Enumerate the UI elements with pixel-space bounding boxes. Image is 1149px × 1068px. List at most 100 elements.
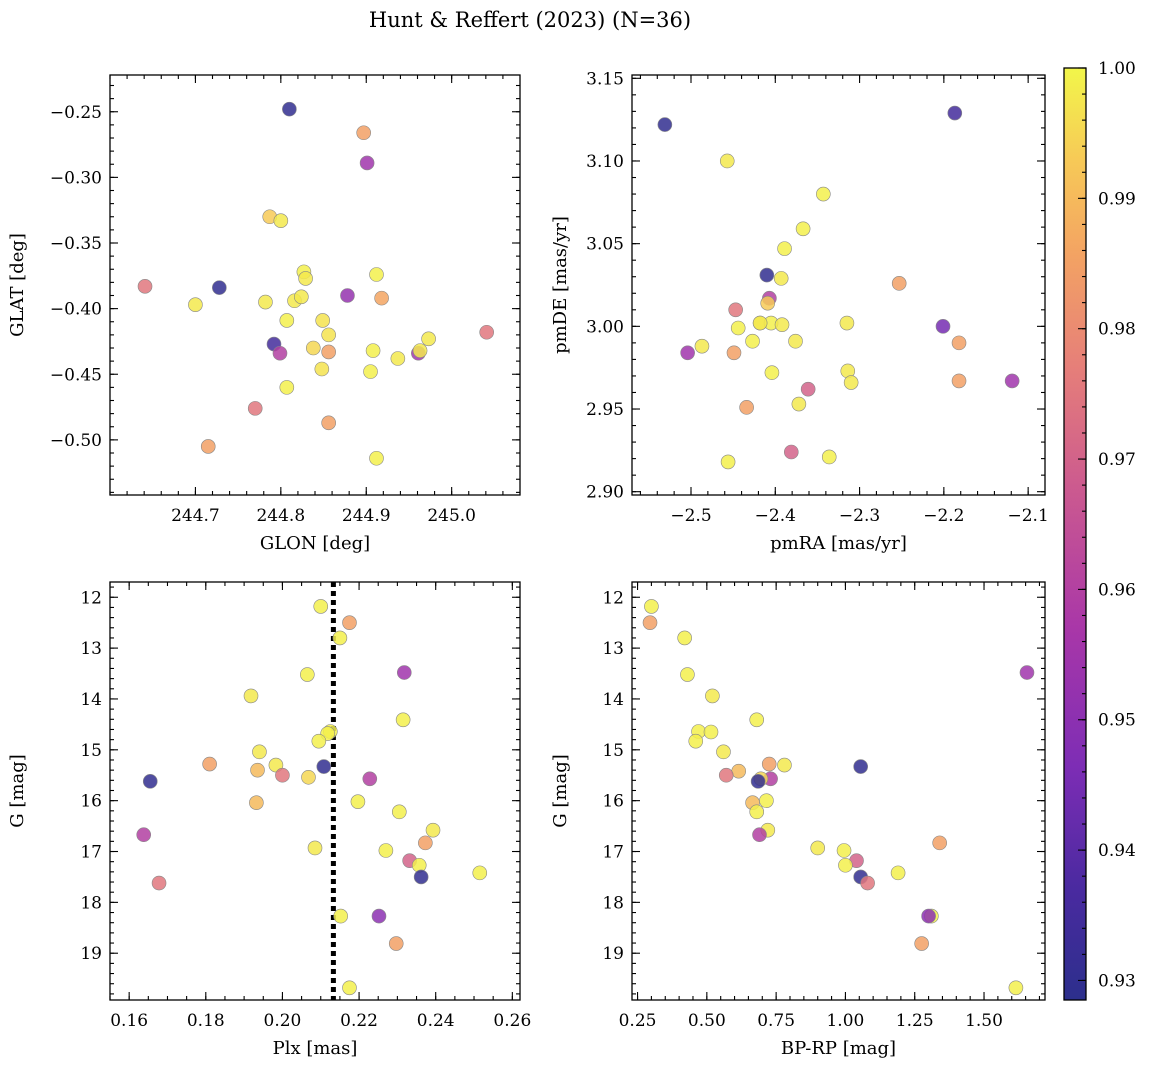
data-point bbox=[749, 804, 765, 820]
data-point bbox=[388, 936, 404, 951]
x-axis-label: GLON [deg] bbox=[260, 533, 370, 554]
data-point bbox=[680, 345, 695, 361]
y-tick-label: 14 bbox=[80, 690, 102, 710]
data-point bbox=[418, 835, 433, 851]
data-point bbox=[342, 615, 357, 630]
data-point bbox=[951, 335, 967, 351]
y-tick-label: 12 bbox=[602, 588, 624, 608]
y-tick-label: 19 bbox=[602, 944, 624, 964]
data-point bbox=[810, 840, 826, 856]
data-point bbox=[745, 333, 760, 349]
x-axis-label: pmRA [mas/yr] bbox=[770, 533, 907, 554]
colorbar-frame bbox=[1063, 67, 1087, 1001]
data-point bbox=[350, 794, 366, 809]
data-point bbox=[642, 615, 658, 630]
data-point bbox=[212, 280, 227, 295]
data-point bbox=[688, 733, 704, 749]
data-point bbox=[788, 333, 803, 349]
data-point bbox=[739, 400, 754, 415]
y-tick-label: 14 bbox=[602, 690, 624, 710]
data-point bbox=[703, 724, 719, 740]
data-point bbox=[301, 769, 316, 785]
data-point bbox=[853, 759, 868, 774]
data-point bbox=[279, 313, 295, 328]
data-point bbox=[321, 327, 336, 343]
y-tick-label: 2.90 bbox=[586, 483, 624, 503]
data-point bbox=[243, 688, 259, 704]
data-point bbox=[188, 297, 203, 312]
data-point bbox=[258, 294, 273, 310]
data-point bbox=[294, 289, 309, 305]
data-point bbox=[374, 290, 389, 306]
data-point bbox=[413, 869, 429, 885]
data-point bbox=[836, 843, 852, 858]
data-point bbox=[1019, 665, 1035, 680]
data-point bbox=[314, 361, 330, 377]
y-tick-label: 3.05 bbox=[586, 235, 624, 255]
y-tick-label: 16 bbox=[80, 792, 102, 812]
x-tick-label: 1.00 bbox=[826, 1011, 864, 1031]
y-tick-label: 2.95 bbox=[586, 400, 624, 420]
y-tick-label: −0.30 bbox=[50, 168, 102, 188]
data-point bbox=[305, 340, 321, 356]
colorbar-tick-label: 1.00 bbox=[1098, 59, 1136, 79]
colorbar-tick-label: 0.99 bbox=[1098, 189, 1136, 209]
y-tick-label: −0.35 bbox=[50, 234, 102, 254]
data-point bbox=[795, 221, 811, 237]
data-point bbox=[749, 712, 765, 728]
data-point bbox=[752, 315, 768, 331]
data-point bbox=[479, 324, 494, 340]
x-tick-label: 244.8 bbox=[256, 506, 305, 526]
y-tick-label: −0.45 bbox=[50, 365, 102, 385]
x-tick-label: 244.9 bbox=[342, 506, 391, 526]
y-tick-label: −0.40 bbox=[50, 300, 102, 320]
data-point bbox=[680, 667, 695, 682]
scatter-panel-top-right: −2.5 −2.4 −2.3 −2.2 −2.1 2.90 2.95 3.00 3.05 3.10… bbox=[550, 69, 1049, 554]
x-tick-label: 1.25 bbox=[896, 1011, 934, 1031]
y-tick-label: 17 bbox=[80, 843, 102, 863]
scatter-panel-bottom-right: 0.25 0.50 0.75 1.00 1.25 1.50 12 13 14 15 16 17 18 19… bbox=[550, 581, 1046, 1059]
data-point bbox=[932, 835, 947, 851]
data-point bbox=[914, 936, 929, 951]
data-point bbox=[321, 415, 336, 431]
data-point bbox=[657, 117, 673, 132]
x-tick-label: 0.18 bbox=[187, 1011, 225, 1031]
data-point bbox=[298, 271, 313, 286]
data-point bbox=[412, 343, 428, 358]
y-tick-label: 15 bbox=[602, 741, 624, 761]
axes-frame bbox=[631, 581, 1046, 1001]
data-point bbox=[359, 155, 375, 171]
data-point bbox=[951, 373, 967, 389]
y-axis-label: G [mag] bbox=[7, 754, 28, 827]
data-point bbox=[307, 840, 323, 856]
y-axis-label: GLAT [deg] bbox=[7, 233, 28, 337]
data-point bbox=[252, 744, 267, 760]
data-point bbox=[279, 380, 295, 395]
y-tick-label: 17 bbox=[602, 843, 624, 863]
data-point bbox=[356, 125, 371, 141]
data-point bbox=[369, 450, 384, 466]
data-point bbox=[750, 774, 766, 789]
data-point bbox=[644, 599, 659, 614]
data-point bbox=[839, 315, 855, 331]
x-axis-label: Plx [mas] bbox=[273, 1038, 358, 1059]
data-point bbox=[731, 763, 747, 779]
y-tick-label: 12 bbox=[80, 588, 102, 608]
colorbar-tick-label: 0.95 bbox=[1098, 711, 1136, 731]
data-point bbox=[783, 444, 799, 460]
colorbar: 0.93 0.94 0.95 0.96 0.97 0.98 0.99 1.00 bbox=[1063, 59, 1136, 1001]
y-tick-label: 18 bbox=[602, 893, 624, 913]
x-tick-label: −2.3 bbox=[839, 506, 880, 526]
data-point bbox=[300, 667, 315, 682]
data-point bbox=[390, 351, 406, 366]
data-point bbox=[759, 793, 774, 808]
data-point bbox=[1004, 373, 1020, 389]
x-tick-label: 0.25 bbox=[619, 1011, 657, 1031]
x-tick-label: 0.22 bbox=[340, 1011, 378, 1031]
data-point bbox=[719, 153, 735, 169]
data-point bbox=[282, 101, 297, 117]
data-point bbox=[777, 241, 792, 256]
x-tick-label: 1.50 bbox=[965, 1011, 1003, 1031]
data-point bbox=[315, 313, 330, 328]
